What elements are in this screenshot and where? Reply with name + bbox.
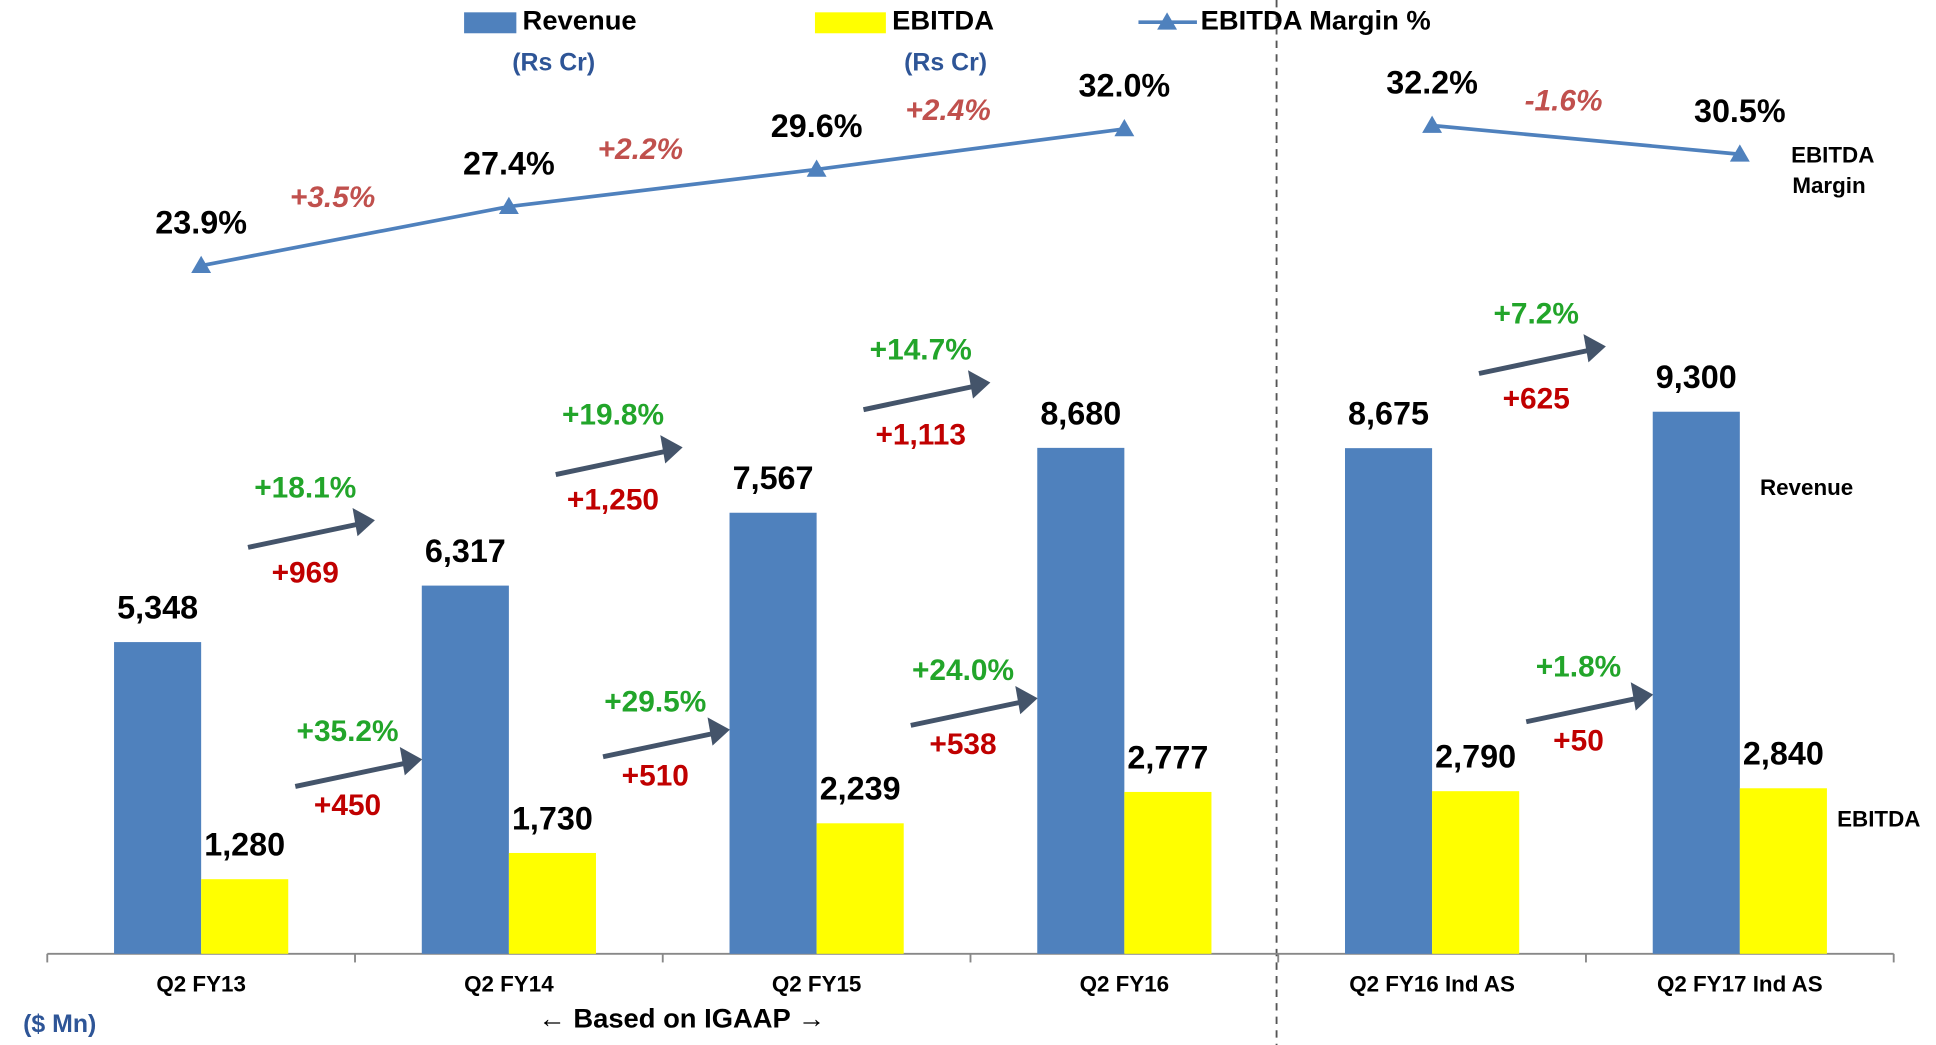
margin-marker bbox=[1114, 119, 1135, 137]
value-label: 1,280 bbox=[204, 827, 285, 863]
value-label: 5,348 bbox=[117, 590, 198, 626]
x-tick-label: Q2 FY17 Ind AS bbox=[1657, 972, 1823, 997]
line-label: Margin bbox=[1792, 173, 1865, 198]
bar bbox=[508, 852, 596, 954]
growth-arrow-head bbox=[399, 746, 423, 776]
growth-arrow bbox=[910, 698, 1029, 728]
margin-label: 30.5% bbox=[1694, 93, 1786, 129]
margin-change: +2.4% bbox=[905, 94, 990, 127]
ebitda-growth-pct: +24.0% bbox=[912, 654, 1014, 687]
revenue-growth-abs: +1,113 bbox=[875, 419, 965, 452]
bar bbox=[201, 879, 289, 954]
revenue-growth-pct: +19.8% bbox=[562, 399, 664, 432]
growth-arrow-head bbox=[660, 435, 683, 464]
bar bbox=[1432, 791, 1520, 954]
ebitda-growth-pct: +1.8% bbox=[1536, 651, 1621, 684]
margin-label: 23.9% bbox=[155, 205, 247, 241]
growth-arrow bbox=[294, 759, 413, 789]
growth-arrow-head bbox=[1583, 334, 1606, 363]
legend-unit: (Rs Cr) bbox=[512, 50, 595, 77]
line-label: EBITDA bbox=[1791, 142, 1874, 167]
value-label: 9,300 bbox=[1656, 359, 1737, 395]
x-tick-label: Q2 FY15 bbox=[772, 972, 862, 997]
revenue-growth-pct: +7.2% bbox=[1493, 298, 1578, 331]
bar bbox=[816, 823, 904, 954]
ebitda-growth-abs: +50 bbox=[1553, 725, 1604, 758]
growth-arrow-head bbox=[1015, 685, 1038, 715]
margin-label: 32.0% bbox=[1078, 68, 1170, 104]
legend-label: EBITDA bbox=[892, 4, 994, 35]
bar bbox=[1652, 411, 1740, 954]
revenue-growth-abs: +1,250 bbox=[567, 484, 659, 517]
margin-change: +2.2% bbox=[598, 133, 683, 166]
x-tick-label: Q2 FY16 bbox=[1080, 972, 1170, 997]
bar bbox=[729, 512, 817, 954]
bar bbox=[1344, 448, 1433, 954]
unit-note: ($ Mn) bbox=[23, 1011, 96, 1038]
value-label: 2,777 bbox=[1127, 740, 1208, 776]
value-label: 8,675 bbox=[1348, 396, 1429, 432]
margin-change: -1.6% bbox=[1525, 85, 1603, 118]
margin-line bbox=[1431, 123, 1741, 157]
growth-arrow bbox=[862, 382, 981, 413]
bar bbox=[114, 642, 202, 954]
growth-arrow bbox=[555, 447, 674, 477]
growth-arrow bbox=[247, 520, 366, 550]
margin-marker bbox=[498, 196, 519, 214]
legend-label: Revenue bbox=[523, 4, 637, 35]
revenue-growth-abs: +969 bbox=[272, 556, 339, 589]
bar bbox=[1739, 788, 1827, 954]
x-tick-label: Q2 FY16 Ind AS bbox=[1349, 972, 1515, 997]
margin-marker bbox=[191, 255, 212, 274]
legend-unit: (Rs Cr) bbox=[904, 50, 987, 77]
revenue-growth-abs: +625 bbox=[1503, 383, 1570, 416]
margin-marker bbox=[1422, 115, 1443, 133]
value-label: 6,317 bbox=[425, 533, 506, 569]
bar bbox=[1037, 447, 1125, 954]
growth-arrow-head bbox=[1630, 682, 1654, 711]
growth-arrow bbox=[1478, 346, 1597, 376]
margin-label: 32.2% bbox=[1386, 64, 1478, 100]
ebitda-label: EBITDA bbox=[1837, 807, 1920, 832]
growth-arrow-head bbox=[968, 370, 991, 399]
x-tick-label: Q2 FY14 bbox=[464, 972, 554, 997]
bar bbox=[1124, 791, 1212, 954]
value-label: 8,680 bbox=[1040, 395, 1121, 431]
margin-change: +3.5% bbox=[290, 181, 375, 214]
margin-marker bbox=[1729, 144, 1750, 162]
ebitda-growth-abs: +538 bbox=[929, 728, 996, 761]
ebitda-growth-abs: +450 bbox=[314, 789, 381, 822]
value-label: 7,567 bbox=[733, 460, 814, 496]
ebitda-growth-pct: +35.2% bbox=[297, 715, 399, 748]
x-tick-label: Q2 FY13 bbox=[156, 972, 246, 997]
margin-label: 29.6% bbox=[771, 108, 863, 144]
margin-marker bbox=[806, 159, 827, 177]
section-label: ← Based on IGAAP → bbox=[538, 1003, 825, 1034]
value-label: 1,730 bbox=[512, 801, 593, 837]
margin-line bbox=[200, 127, 1125, 268]
legend-marker bbox=[1157, 12, 1178, 30]
value-label: 2,840 bbox=[1743, 736, 1824, 772]
revenue-growth-pct: +14.7% bbox=[870, 334, 972, 367]
legend-label: EBITDA Margin % bbox=[1201, 4, 1431, 35]
revenue-label: Revenue bbox=[1760, 475, 1853, 500]
growth-arrow bbox=[602, 729, 721, 760]
growth-arrow bbox=[1525, 694, 1644, 725]
revenue-growth-pct: +18.1% bbox=[254, 471, 356, 504]
legend-swatch bbox=[814, 12, 886, 34]
value-label: 2,239 bbox=[820, 771, 901, 807]
legend-swatch bbox=[464, 12, 517, 34]
growth-arrow-head bbox=[707, 717, 730, 746]
ebitda-growth-pct: +29.5% bbox=[604, 686, 706, 719]
bar bbox=[421, 585, 509, 954]
ebitda-growth-abs: +510 bbox=[622, 760, 689, 793]
growth-arrow-head bbox=[352, 507, 375, 537]
margin-label: 27.4% bbox=[463, 145, 555, 181]
value-label: 2,790 bbox=[1435, 739, 1516, 775]
